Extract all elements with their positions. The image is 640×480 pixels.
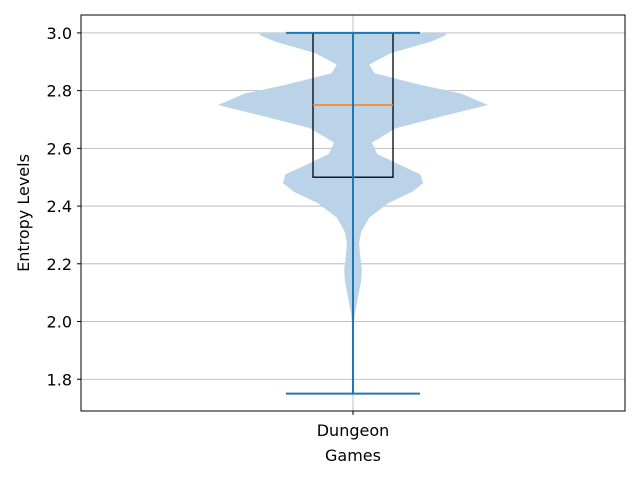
- y-axis-ticks: 1.8 2.0 2.2 2.4 2.6 2.8 3.0: [47, 24, 81, 389]
- y-tick-label-4: 2.6: [47, 139, 72, 158]
- y-tick-label-1: 2.0: [47, 313, 72, 332]
- x-axis-ticks: Dungeon: [317, 411, 390, 440]
- x-tick-label-0: Dungeon: [317, 421, 390, 440]
- y-tick-label-5: 2.8: [47, 82, 72, 101]
- x-axis-label: Games: [325, 446, 381, 465]
- y-axis-label: Entropy Levels: [14, 154, 33, 272]
- y-tick-label-3: 2.4: [47, 197, 72, 216]
- y-tick-label-6: 3.0: [47, 24, 72, 43]
- y-tick-label-2: 2.2: [47, 255, 72, 274]
- y-tick-label-0: 1.8: [47, 370, 72, 389]
